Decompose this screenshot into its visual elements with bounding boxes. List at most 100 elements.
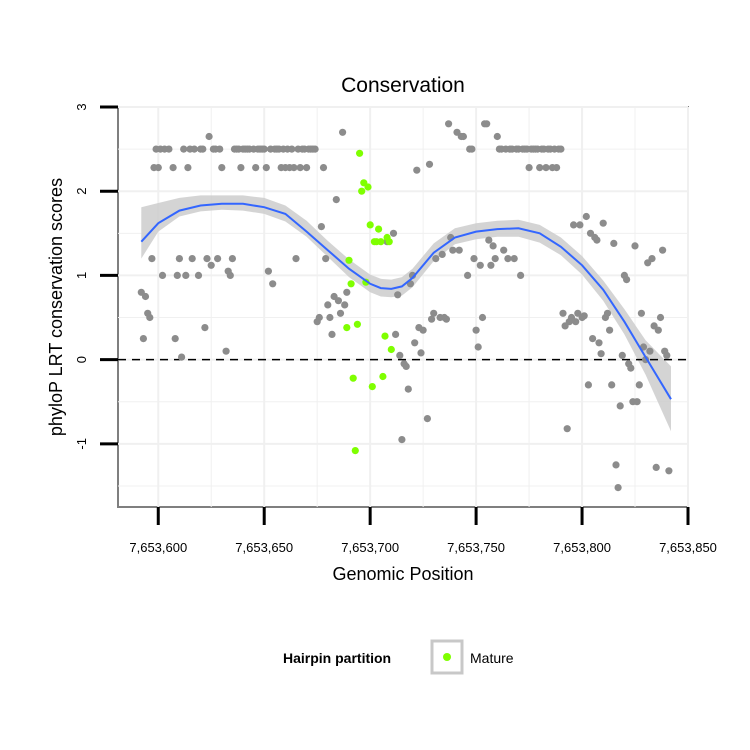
data-point xyxy=(500,246,508,254)
data-point-mature xyxy=(366,221,374,229)
data-point xyxy=(171,335,179,343)
y-tick-label: -1 xyxy=(74,438,89,450)
data-point xyxy=(470,255,478,263)
data-point xyxy=(525,164,533,172)
data-point xyxy=(184,164,192,172)
data-point xyxy=(423,415,431,423)
data-point-mature xyxy=(381,332,389,340)
data-point xyxy=(228,255,236,263)
data-point xyxy=(252,164,260,172)
data-point xyxy=(612,461,620,469)
x-tick-label: 7,653,750 xyxy=(447,540,505,555)
data-point xyxy=(438,250,446,258)
chart-title: Conservation xyxy=(341,74,465,97)
data-point xyxy=(296,164,304,172)
data-point xyxy=(580,312,588,320)
data-point xyxy=(663,351,671,359)
data-point xyxy=(180,145,188,153)
data-point xyxy=(317,223,325,231)
data-point xyxy=(417,349,425,357)
data-point xyxy=(260,145,268,153)
data-point xyxy=(319,164,328,172)
data-point xyxy=(216,145,224,153)
data-point xyxy=(517,271,525,279)
data-point xyxy=(572,318,580,326)
data-point xyxy=(442,315,450,323)
data-point xyxy=(445,120,453,128)
data-point xyxy=(570,221,578,229)
data-point xyxy=(218,164,226,172)
data-point xyxy=(194,271,203,279)
data-point xyxy=(606,326,614,334)
data-point xyxy=(396,351,404,359)
data-point xyxy=(262,164,270,172)
data-point xyxy=(158,271,167,279)
y-tick-label: 2 xyxy=(74,188,89,195)
data-point xyxy=(182,271,190,279)
data-point xyxy=(493,132,501,141)
data-point xyxy=(392,330,400,338)
data-point xyxy=(334,297,342,305)
data-point xyxy=(207,261,215,269)
data-point xyxy=(343,288,351,296)
data-point xyxy=(603,309,612,317)
data-point xyxy=(336,309,345,317)
x-tick-label: 7,653,650 xyxy=(235,540,293,555)
data-point-mature xyxy=(379,372,387,381)
data-point xyxy=(627,364,635,372)
data-point xyxy=(398,436,406,444)
data-point xyxy=(589,335,597,343)
data-point xyxy=(665,467,673,475)
data-point xyxy=(326,313,334,322)
data-point xyxy=(623,276,631,284)
data-point xyxy=(175,255,183,263)
data-point xyxy=(324,301,332,309)
data-point xyxy=(411,339,419,347)
data-point xyxy=(487,261,495,269)
data-point xyxy=(146,313,154,322)
data-point xyxy=(455,246,463,254)
data-point xyxy=(610,239,618,247)
data-point xyxy=(394,291,402,299)
data-point xyxy=(428,315,436,323)
data-point xyxy=(504,255,512,263)
x-tick-label: 7,653,600 xyxy=(129,540,187,555)
data-point xyxy=(413,166,421,174)
data-point xyxy=(315,313,323,322)
data-point-mature xyxy=(347,280,355,288)
data-point xyxy=(491,255,499,263)
data-point xyxy=(631,242,639,250)
data-point xyxy=(237,164,245,172)
data-point xyxy=(203,255,211,263)
x-tick-label: 7,653,700 xyxy=(341,540,399,555)
grid-lines xyxy=(118,106,689,507)
data-point xyxy=(148,255,156,263)
data-point xyxy=(614,484,622,492)
y-tick-label: 1 xyxy=(74,272,89,279)
data-point xyxy=(582,212,590,221)
data-point xyxy=(576,221,584,229)
data-point xyxy=(178,353,186,361)
data-point xyxy=(472,326,480,334)
data-point xyxy=(419,326,427,334)
data-point xyxy=(154,164,162,172)
data-point xyxy=(483,120,491,128)
data-point xyxy=(290,164,298,172)
data-point xyxy=(593,236,601,244)
data-point xyxy=(635,381,643,389)
data-point xyxy=(449,246,457,254)
data-point xyxy=(199,145,207,153)
data-point-mature xyxy=(377,238,385,246)
data-point xyxy=(464,271,472,279)
data-point xyxy=(269,280,277,288)
data-point xyxy=(608,381,616,389)
data-point xyxy=(139,335,147,343)
data-point xyxy=(328,330,336,338)
legend-title: Hairpin partition xyxy=(283,650,391,666)
data-point xyxy=(404,385,412,393)
data-point xyxy=(599,219,607,227)
data-point xyxy=(226,271,234,279)
y-tick-label: 3 xyxy=(74,103,89,110)
data-point xyxy=(646,347,654,355)
data-point xyxy=(332,196,340,204)
